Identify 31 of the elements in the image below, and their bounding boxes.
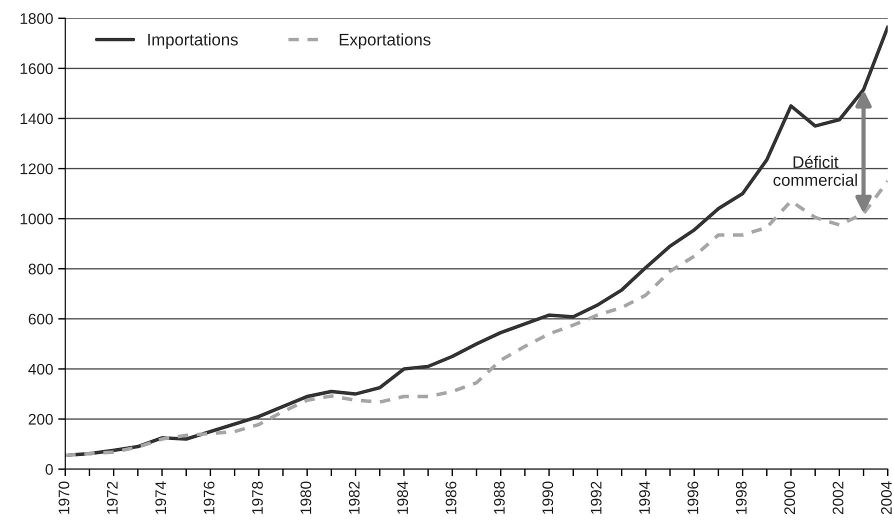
legend-label: Exportations (340, 33, 430, 49)
x-tick-label: 1970 (58, 482, 70, 514)
y-tick-label: 0 (46, 464, 53, 475)
y-tick-label: 1400 (20, 113, 53, 124)
x-tick-label: 1988 (494, 482, 505, 514)
y-tick-label: 400 (28, 364, 53, 375)
y-tick-label: 1600 (20, 63, 53, 74)
x-tick-label: 2002 (832, 482, 844, 514)
y-tick-label: 200 (28, 414, 53, 425)
x-tick-label: 1980 (300, 482, 312, 514)
legend-label: Importations (148, 33, 238, 49)
x-tick-label: 2004 (881, 481, 892, 514)
y-tick-label: 600 (28, 314, 53, 325)
x-tick-label: 1972 (106, 482, 118, 514)
y-tick-label: 1200 (20, 163, 53, 174)
x-tick-label: 1976 (204, 482, 215, 514)
x-tick-label: 1978 (252, 482, 263, 514)
y-tick-label: 1800 (20, 13, 53, 24)
x-tick-label: 1998 (736, 482, 747, 514)
x-tick-label: 1982 (348, 482, 360, 514)
x-tick-label: 1996 (688, 482, 698, 514)
x-tick-label: 1994 (639, 481, 650, 514)
y-tick-label: 800 (28, 264, 53, 274)
x-tick-label: 1992 (590, 482, 602, 514)
x-tick-label: 1974 (155, 481, 166, 514)
y-tick-label: 1000 (20, 214, 53, 224)
x-tick-label: 2000 (784, 482, 796, 514)
x-tick-label: 1984 (397, 481, 408, 514)
x-tick-label: 1990 (542, 482, 554, 514)
x-tick-label: 1986 (446, 482, 456, 514)
annotation: Déficit commercial (774, 156, 857, 186)
